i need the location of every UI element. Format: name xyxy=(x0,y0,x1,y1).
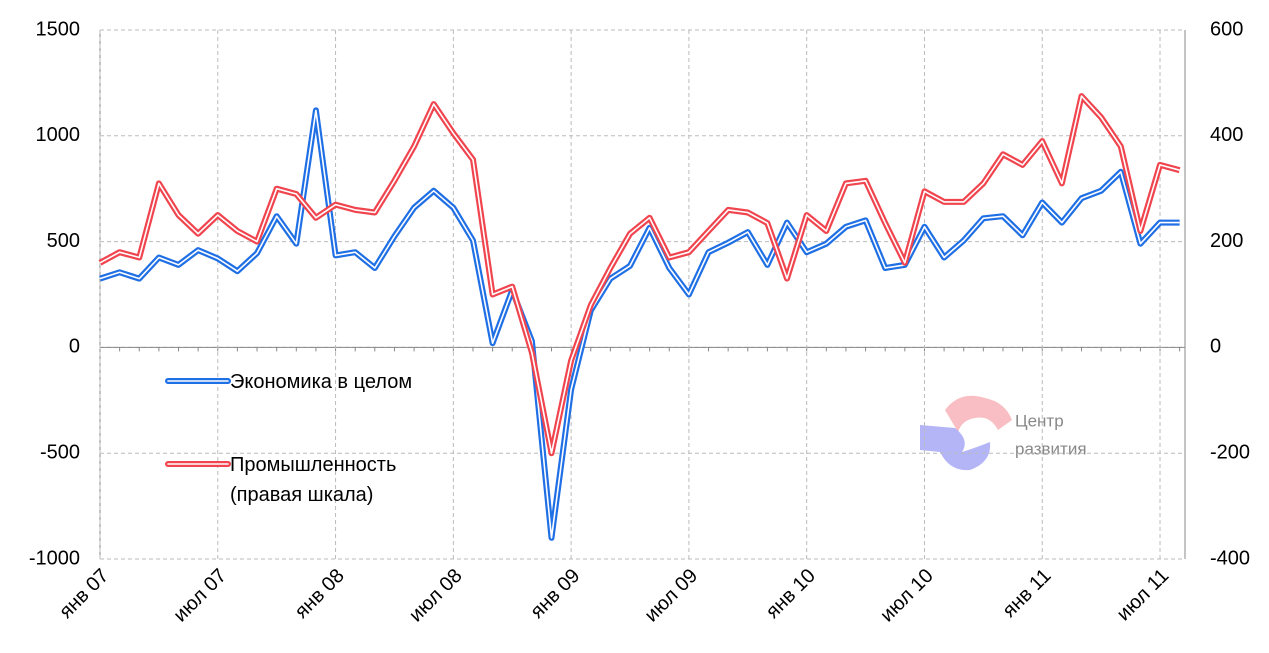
legend-label: Экономика в целом xyxy=(230,371,413,393)
watermark: развития xyxy=(1015,439,1087,458)
y-tick-label: 0 xyxy=(69,336,80,358)
x-tick-label: июл 11 xyxy=(1113,565,1174,626)
logo-shape xyxy=(945,395,1012,432)
y2-tick-label: 600 xyxy=(1210,18,1243,40)
y2-tick-label: 200 xyxy=(1210,230,1243,252)
series-line-inner xyxy=(99,109,1180,539)
y2-tick-label: 400 xyxy=(1210,124,1243,146)
x-tick-label: янв 11 xyxy=(998,565,1055,622)
legend-label: Промышленность (правая шкала) xyxy=(230,454,397,506)
x-tick-label: янв 09 xyxy=(526,565,584,623)
y-tick-label: -1000 xyxy=(29,547,80,569)
y2-tick-label: -400 xyxy=(1210,547,1250,569)
logo xyxy=(920,395,1012,471)
y-tick-label: -500 xyxy=(40,441,80,463)
watermark: Центр xyxy=(1015,411,1064,430)
y-tick-label: 1500 xyxy=(36,18,81,40)
x-tick-label: июл 10 xyxy=(876,565,938,627)
y2-tick-label: 0 xyxy=(1210,336,1221,358)
y2-tick-label: -200 xyxy=(1210,441,1250,463)
x-tick-label: июл 08 xyxy=(405,565,467,627)
logo-shape xyxy=(920,425,991,471)
series-line xyxy=(98,93,1181,457)
x-tick-label: янв 08 xyxy=(291,565,349,623)
y-tick-label: 1000 xyxy=(36,124,81,146)
plot: -1000 -500 0 500 1000 1500 -400 -200 0 200 400 600 я… xyxy=(29,18,1250,626)
y-tick-label: 500 xyxy=(47,230,80,252)
x-tick-label: янв 10 xyxy=(762,565,820,623)
x-tick-label: июл 09 xyxy=(640,565,702,627)
x-tick-label: июл 07 xyxy=(169,565,231,627)
x-tick-label: янв 07 xyxy=(55,565,113,623)
series-line-inner xyxy=(99,95,1180,454)
